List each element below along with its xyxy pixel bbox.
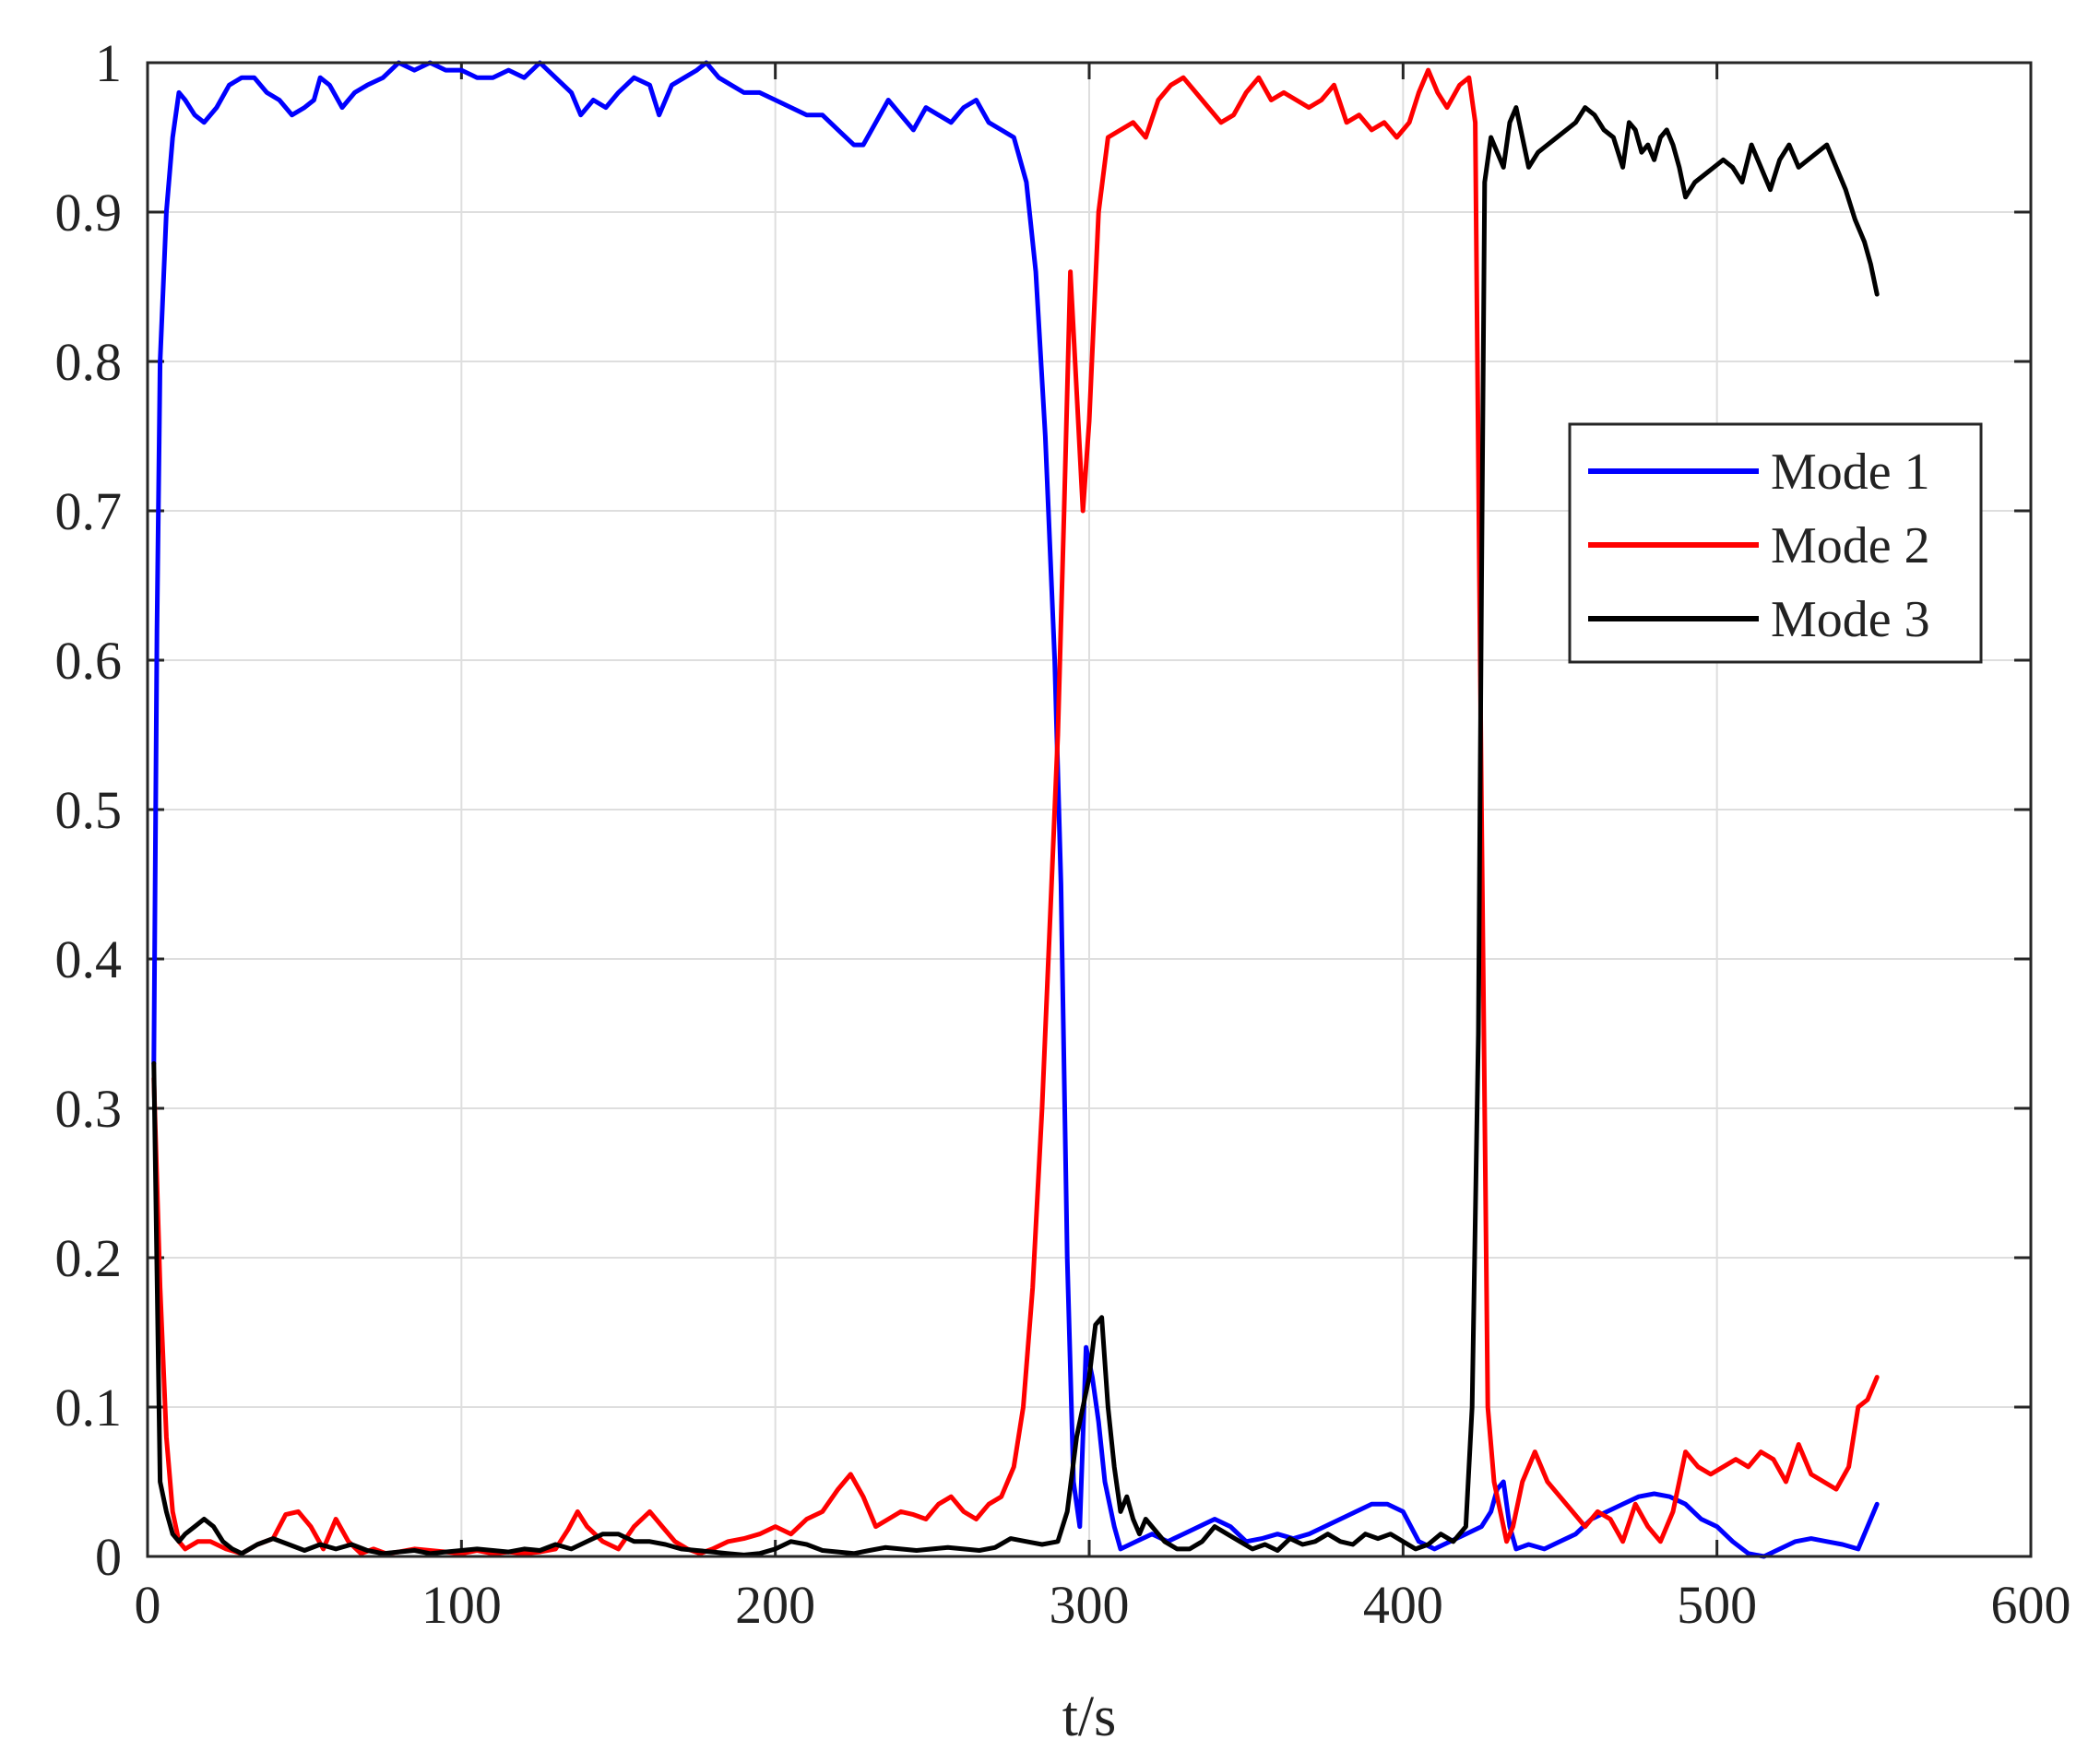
y-tick-label: 0.5	[55, 780, 123, 840]
legend-label-mode-3: Mode 3	[1771, 591, 1930, 648]
legend-label-mode-2: Mode 2	[1771, 517, 1930, 574]
y-tick-label: 0.3	[55, 1079, 123, 1139]
x-tick-label: 300	[1050, 1575, 1130, 1635]
y-tick-label: 0	[95, 1527, 122, 1587]
y-tick-label: 0.2	[55, 1228, 123, 1288]
y-tick-label: 0.6	[55, 631, 123, 691]
series-layer	[151, 60, 1880, 1559]
plot-frame	[146, 61, 2033, 1558]
x-tick-label: 0	[135, 1575, 161, 1635]
y-tick-label: 1	[95, 33, 122, 93]
x-tick-label: 200	[735, 1575, 815, 1635]
x-tick-labels: 0 100 200 300 400 500 600	[135, 1575, 2071, 1635]
series-line-mode-1	[151, 60, 1880, 1559]
x-axis-title: t/s	[1062, 1686, 1117, 1748]
legend-label-mode-1: Mode 1	[1771, 444, 1930, 501]
y-tick-label: 0.7	[55, 481, 123, 541]
x-tick-label: 400	[1363, 1575, 1443, 1635]
y-tick-label: 0.8	[55, 332, 123, 392]
legend: Mode 1 Mode 2 Mode 3	[1568, 422, 1983, 664]
x-tick-label: 600	[1991, 1575, 2071, 1635]
y-tick-label: 0.1	[55, 1378, 123, 1437]
series-line-mode-3	[151, 105, 1880, 1557]
y-tick-labels: 0 0.1 0.2 0.3 0.4 0.5 0.6 0.7 0.8 0.9 1	[55, 33, 123, 1587]
x-tick-label: 100	[421, 1575, 502, 1635]
y-tick-label: 0.9	[55, 183, 123, 243]
x-tick-label: 500	[1677, 1575, 1757, 1635]
y-tick-label: 0.4	[55, 929, 123, 989]
